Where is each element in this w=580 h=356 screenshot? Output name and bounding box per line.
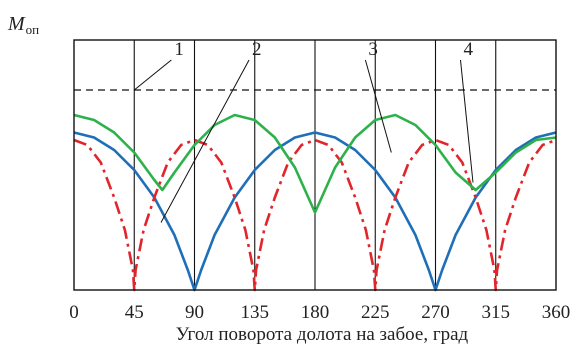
callout-4-label: 4: [464, 39, 474, 60]
series-layer: [73, 89, 557, 292]
x-axis-label: Угол поворота долота на забое, град: [176, 324, 469, 345]
callout-2-label: 2: [252, 39, 261, 60]
x-tick-labels: 0 45 90 135 180 225 270 315 360: [69, 302, 570, 323]
callout-3-leader: [364, 59, 392, 153]
callout-2-leader: [160, 59, 250, 223]
gridlines: [133, 40, 497, 290]
y-axis-label-main: M: [7, 13, 26, 35]
x-tick-label: 270: [421, 302, 450, 323]
callout-4-leader: [460, 59, 474, 183]
x-tick-label: 225: [361, 302, 390, 323]
x-tick-label: 180: [301, 302, 330, 323]
x-tick-label: 0: [69, 302, 79, 323]
plot-frame: [73, 39, 557, 291]
series-3-line: [73, 113, 557, 214]
callout-layer: 1 2 3 4: [133, 39, 474, 223]
x-tick-label: 360: [542, 302, 571, 323]
callout-1-leader: [133, 59, 172, 91]
y-axis-label: Mоп: [7, 13, 39, 37]
callout-3-label: 3: [368, 39, 378, 60]
x-tick-label: 45: [125, 302, 144, 323]
x-tick-label: 315: [482, 302, 511, 323]
series-2-line: [73, 131, 557, 292]
y-axis-label-sub: оп: [26, 22, 40, 37]
series-4-line: [73, 138, 557, 292]
x-tick-label: 90: [185, 302, 204, 323]
callout-1-label: 1: [174, 39, 184, 60]
x-tick-label: 135: [241, 302, 270, 323]
